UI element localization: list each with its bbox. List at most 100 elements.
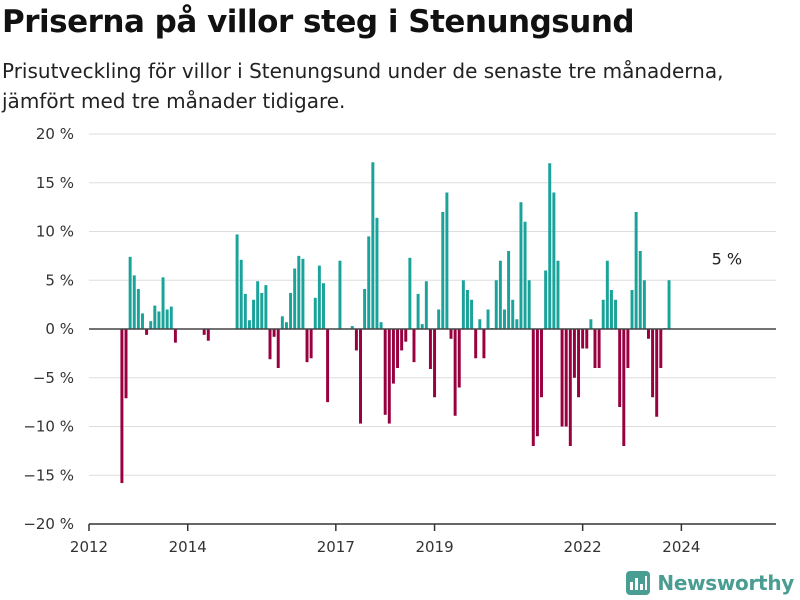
bar xyxy=(540,329,543,398)
bar xyxy=(350,326,354,329)
bar xyxy=(618,329,622,407)
bar xyxy=(614,299,618,329)
bar xyxy=(391,329,395,384)
chart-subtitle: Prisutveckling för villor i Stenungsund … xyxy=(2,59,724,113)
bar xyxy=(482,329,486,359)
bar xyxy=(642,280,646,329)
bar xyxy=(511,299,515,329)
bar xyxy=(153,305,157,329)
bar xyxy=(634,212,638,329)
bar xyxy=(400,329,404,351)
grid-lines xyxy=(89,133,776,476)
bar xyxy=(408,257,412,329)
bar xyxy=(293,268,297,329)
bar xyxy=(461,280,465,329)
bars xyxy=(120,162,671,484)
bar xyxy=(437,309,441,329)
bar xyxy=(564,329,568,427)
brand-name: Newsworthy xyxy=(657,571,794,595)
bar xyxy=(655,329,659,417)
bar xyxy=(284,322,288,329)
y-tick-label: −5 % xyxy=(33,369,74,387)
bar xyxy=(396,329,400,368)
bar xyxy=(433,329,437,398)
bar xyxy=(141,313,144,329)
bar xyxy=(626,329,630,368)
bar xyxy=(363,289,367,329)
bar xyxy=(646,329,650,339)
bar xyxy=(145,329,149,335)
bar xyxy=(326,329,330,403)
bar xyxy=(289,292,293,329)
x-tick-label: 2022 xyxy=(564,538,602,556)
bar xyxy=(313,297,317,329)
bar xyxy=(165,309,169,329)
x-tick-label: 2024 xyxy=(662,538,700,556)
bar xyxy=(371,162,375,329)
bar xyxy=(379,322,383,329)
bar xyxy=(276,329,280,368)
y-tick-label: −20 % xyxy=(23,515,74,533)
bar xyxy=(556,260,560,329)
bar xyxy=(552,192,556,329)
bar xyxy=(478,319,482,329)
bar xyxy=(247,320,251,329)
bar xyxy=(297,255,301,330)
chart-title: Priserna på villor steg i Stenungsund xyxy=(2,4,635,40)
y-tick-label: 15 % xyxy=(36,174,74,192)
bar xyxy=(301,258,305,329)
y-tick-label: 10 % xyxy=(36,223,74,241)
bar xyxy=(519,202,523,329)
bar xyxy=(465,290,469,329)
brand-logo: Newsworthy xyxy=(625,570,794,596)
bar xyxy=(305,329,309,363)
bar xyxy=(317,265,321,330)
bar xyxy=(173,329,177,343)
bar xyxy=(667,280,671,329)
bar xyxy=(383,329,387,415)
bar xyxy=(470,299,474,329)
bar xyxy=(424,281,428,329)
last-value-annotation: 5 % xyxy=(712,249,742,268)
bar xyxy=(354,329,358,351)
bar xyxy=(239,259,243,329)
x-tick-label: 2012 xyxy=(70,538,108,556)
bar xyxy=(527,280,531,329)
bar xyxy=(367,236,371,330)
bar xyxy=(309,329,313,359)
bar xyxy=(404,329,408,342)
bar xyxy=(445,192,449,329)
bar xyxy=(589,319,593,329)
bar xyxy=(420,324,424,330)
bar xyxy=(169,306,173,329)
bar xyxy=(622,329,626,446)
y-tick-label: 0 % xyxy=(45,320,74,338)
bar xyxy=(260,292,264,329)
bar xyxy=(630,290,634,329)
bar xyxy=(359,329,362,424)
bar xyxy=(252,299,256,329)
bar xyxy=(449,329,453,339)
bar xyxy=(338,260,342,329)
x-tick-label: 2017 xyxy=(317,538,355,556)
bar xyxy=(503,309,506,329)
bar xyxy=(136,289,140,329)
axes: 20 % 15 % 10 % 5 % 0 % −5 % −10 % −15 % −20 % 201… xyxy=(23,125,776,556)
bar xyxy=(577,329,581,398)
bar xyxy=(609,290,613,329)
bar xyxy=(272,329,276,337)
bar xyxy=(243,293,247,329)
bar xyxy=(605,260,609,329)
bar xyxy=(544,270,548,329)
bar xyxy=(441,212,445,329)
bar xyxy=(120,329,124,484)
bar xyxy=(638,251,642,329)
bar xyxy=(531,329,535,446)
bar xyxy=(523,221,527,329)
bar xyxy=(322,283,325,329)
bar xyxy=(659,329,663,368)
bar xyxy=(256,281,260,329)
bar xyxy=(268,329,272,360)
bar xyxy=(568,329,572,446)
